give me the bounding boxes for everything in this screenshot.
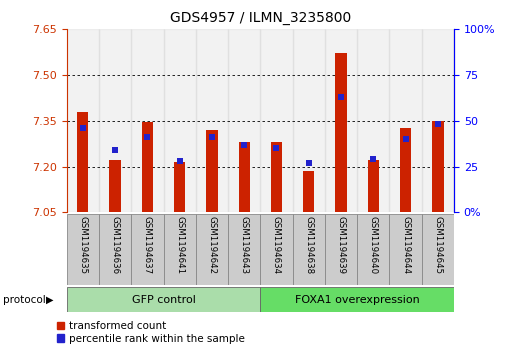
Bar xyxy=(228,29,260,212)
Bar xyxy=(260,29,292,212)
Text: GSM1194635: GSM1194635 xyxy=(78,216,87,274)
Bar xyxy=(357,29,389,212)
Bar xyxy=(357,214,389,285)
Bar xyxy=(292,214,325,285)
Text: FOXA1 overexpression: FOXA1 overexpression xyxy=(295,295,420,305)
Text: GSM1194643: GSM1194643 xyxy=(240,216,249,274)
Text: GSM1194634: GSM1194634 xyxy=(272,216,281,274)
Text: GSM1194637: GSM1194637 xyxy=(143,216,152,274)
Bar xyxy=(422,214,454,285)
Bar xyxy=(260,214,292,285)
Bar xyxy=(67,214,99,285)
Bar xyxy=(206,130,218,212)
Bar xyxy=(389,214,422,285)
Bar xyxy=(260,287,454,312)
Bar xyxy=(164,214,196,285)
Legend: transformed count, percentile rank within the sample: transformed count, percentile rank withi… xyxy=(56,321,245,344)
Bar xyxy=(303,171,314,212)
Bar xyxy=(368,160,379,212)
Text: GSM1194644: GSM1194644 xyxy=(401,216,410,274)
Text: GSM1194641: GSM1194641 xyxy=(175,216,184,274)
Bar xyxy=(228,214,260,285)
Bar xyxy=(174,162,185,212)
Bar xyxy=(196,29,228,212)
Bar xyxy=(432,121,444,212)
Bar xyxy=(336,53,347,212)
Bar xyxy=(325,214,357,285)
Bar xyxy=(99,29,131,212)
Title: GDS4957 / ILMN_3235800: GDS4957 / ILMN_3235800 xyxy=(170,11,351,25)
Bar xyxy=(239,142,250,212)
Text: GSM1194638: GSM1194638 xyxy=(304,216,313,274)
Text: GSM1194636: GSM1194636 xyxy=(111,216,120,274)
Bar xyxy=(109,160,121,212)
Bar xyxy=(325,29,357,212)
Bar xyxy=(77,111,88,212)
Text: GFP control: GFP control xyxy=(131,295,195,305)
Bar xyxy=(422,29,454,212)
Text: ▶: ▶ xyxy=(46,295,54,305)
Text: GSM1194642: GSM1194642 xyxy=(207,216,216,274)
Text: protocol: protocol xyxy=(3,295,45,305)
Text: GSM1194640: GSM1194640 xyxy=(369,216,378,274)
Text: GSM1194639: GSM1194639 xyxy=(337,216,346,274)
Bar xyxy=(196,214,228,285)
Bar xyxy=(99,214,131,285)
Bar xyxy=(131,214,164,285)
Bar xyxy=(271,142,282,212)
Bar xyxy=(400,129,411,212)
Text: GSM1194645: GSM1194645 xyxy=(433,216,442,274)
Bar xyxy=(131,29,164,212)
Bar xyxy=(67,29,99,212)
Bar xyxy=(67,287,260,312)
Bar xyxy=(389,29,422,212)
Bar xyxy=(292,29,325,212)
Bar xyxy=(164,29,196,212)
Bar xyxy=(142,122,153,212)
